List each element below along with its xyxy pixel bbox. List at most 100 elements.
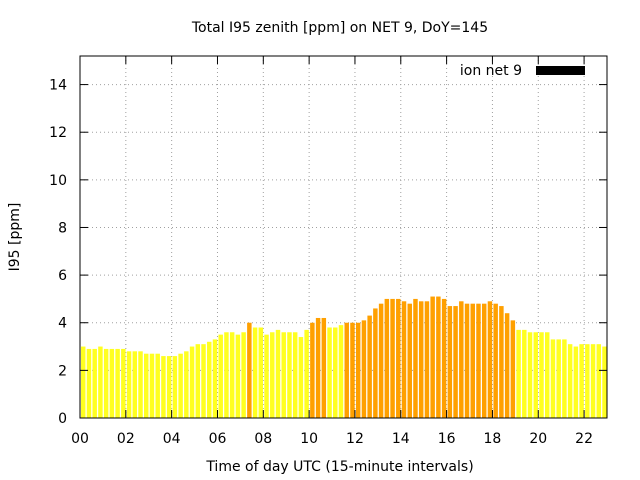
bar	[355, 322, 361, 418]
bar	[413, 298, 418, 418]
legend-label: ion net 9	[460, 63, 522, 79]
bar	[344, 322, 349, 418]
bar	[539, 332, 544, 418]
x-tick-label: 14	[392, 431, 410, 447]
bar	[487, 301, 493, 418]
bar	[304, 329, 309, 418]
bar	[310, 322, 315, 418]
y-tick-label: 2	[58, 363, 67, 379]
bar	[556, 339, 561, 418]
x-tick-label: 04	[163, 431, 181, 447]
bar	[92, 348, 97, 418]
bar	[418, 301, 424, 418]
bar	[476, 303, 481, 418]
bar	[144, 353, 149, 418]
bar	[138, 351, 143, 418]
bar	[390, 298, 395, 418]
bar	[161, 356, 166, 418]
bar	[453, 306, 458, 418]
bar	[224, 332, 229, 418]
x-tick-label: 02	[117, 431, 135, 447]
x-tick-label: 08	[254, 431, 272, 447]
x-tick-label: 18	[484, 431, 502, 447]
bar	[493, 303, 498, 418]
bar	[270, 332, 275, 418]
bar	[178, 353, 183, 418]
bar	[567, 344, 573, 418]
bar	[573, 346, 579, 418]
bar	[522, 329, 527, 418]
bar	[550, 339, 556, 418]
y-tick-label: 0	[58, 411, 67, 427]
bar	[350, 322, 355, 418]
bar	[579, 344, 584, 418]
bar	[235, 334, 241, 418]
bar	[121, 348, 126, 418]
y-tick-label: 4	[58, 316, 67, 332]
bar	[590, 344, 596, 418]
x-tick-label: 16	[438, 431, 456, 447]
bar	[195, 344, 201, 418]
bar	[275, 329, 281, 418]
bar	[436, 296, 441, 418]
x-axis-ticks: 00 02 04 06 08 10 12 14 16 18 20 22	[71, 56, 593, 447]
bar	[189, 346, 195, 418]
x-tick-label: 12	[346, 431, 364, 447]
bar	[166, 356, 172, 418]
grid-lines	[80, 56, 607, 418]
bar	[585, 344, 590, 418]
bar	[396, 298, 401, 418]
bar	[172, 356, 178, 418]
bar	[327, 327, 332, 418]
legend-swatch	[536, 66, 585, 75]
bar	[292, 332, 298, 418]
y-tick-label: 12	[49, 125, 67, 141]
bar	[298, 337, 304, 418]
bar	[109, 348, 115, 418]
bar	[562, 339, 567, 418]
bars	[81, 296, 607, 418]
bar	[430, 296, 435, 418]
bar	[103, 348, 109, 418]
bar	[81, 346, 86, 418]
bar	[447, 306, 453, 418]
bar	[378, 303, 384, 418]
bar	[315, 317, 321, 418]
bar	[516, 329, 521, 418]
bar	[241, 332, 246, 418]
bar	[149, 353, 155, 418]
bar	[544, 332, 550, 418]
x-tick-label: 20	[529, 431, 547, 447]
y-tick-label: 8	[58, 220, 67, 236]
bar	[361, 320, 367, 418]
bar	[384, 298, 390, 418]
bar	[367, 315, 372, 418]
bar	[424, 301, 430, 418]
bar	[481, 303, 487, 418]
bar	[333, 327, 338, 418]
bar	[252, 327, 258, 418]
bar	[510, 320, 516, 418]
bar	[264, 334, 269, 418]
x-axis-label: Time of day UTC (15-minute intervals)	[205, 459, 473, 475]
bar	[321, 317, 327, 418]
bar	[212, 339, 218, 418]
bar	[86, 348, 92, 418]
bar	[281, 332, 286, 418]
bar	[201, 344, 206, 418]
y-axis-ticks: 0 2 4 6 8 10 12 14	[49, 78, 607, 427]
bar	[441, 298, 447, 418]
bar	[338, 325, 344, 418]
bar	[207, 341, 212, 418]
bar	[287, 332, 292, 418]
plot-frame	[79, 55, 608, 419]
bar	[98, 346, 103, 418]
bar	[155, 353, 160, 418]
bar	[247, 322, 252, 418]
bar	[373, 308, 378, 418]
x-tick-label: 10	[300, 431, 318, 447]
bar	[533, 332, 538, 418]
y-axis-label: I95 [ppm]	[7, 203, 23, 272]
bar	[464, 303, 470, 418]
